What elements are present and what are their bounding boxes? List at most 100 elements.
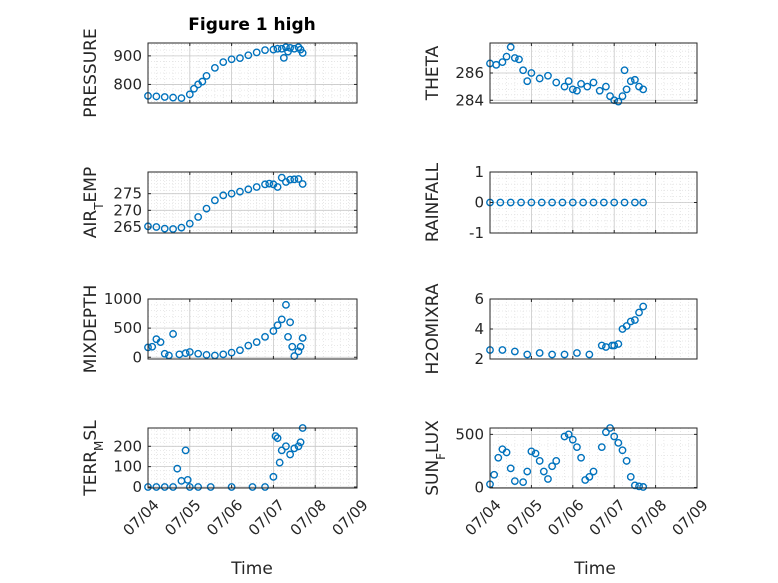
y-tick-label: 500 bbox=[455, 425, 484, 443]
data-point bbox=[622, 322, 631, 330]
data-point bbox=[620, 66, 629, 75]
data-point bbox=[602, 82, 610, 91]
y-axis-label: RAINFALL bbox=[423, 162, 443, 242]
data-point bbox=[286, 175, 295, 184]
data-point bbox=[169, 330, 177, 338]
data-point bbox=[614, 438, 623, 447]
data-point bbox=[548, 350, 556, 359]
data-point bbox=[620, 198, 629, 207]
data-point bbox=[210, 196, 219, 205]
data-point bbox=[506, 43, 515, 51]
data-point bbox=[198, 77, 207, 86]
data-point bbox=[610, 341, 619, 350]
data-point bbox=[515, 55, 523, 64]
data-point bbox=[236, 187, 244, 196]
data-point bbox=[294, 442, 303, 451]
data-point bbox=[510, 477, 519, 485]
data-point bbox=[286, 450, 295, 459]
data-point bbox=[152, 92, 161, 101]
data-point bbox=[490, 470, 499, 479]
data-point bbox=[502, 448, 511, 457]
y-tick-label: 0 bbox=[474, 194, 484, 212]
data-point bbox=[210, 63, 219, 72]
data-point bbox=[606, 92, 614, 101]
data-point bbox=[286, 43, 295, 52]
data-point bbox=[560, 350, 569, 359]
data-point bbox=[269, 45, 278, 54]
y-axis-label: THETA bbox=[423, 45, 443, 101]
data-point bbox=[618, 446, 627, 455]
data-point bbox=[298, 334, 307, 342]
plot-area bbox=[148, 172, 357, 233]
data-point bbox=[517, 198, 525, 207]
data-point bbox=[610, 432, 619, 441]
data-point bbox=[519, 66, 528, 75]
data-point bbox=[185, 483, 194, 491]
data-point bbox=[639, 483, 648, 491]
data-point bbox=[185, 348, 194, 356]
y-tick-label: 1000 bbox=[104, 290, 142, 308]
y-tick-label: 270 bbox=[113, 201, 142, 219]
data-point bbox=[288, 342, 297, 351]
data-point bbox=[273, 321, 282, 330]
data-point bbox=[548, 462, 556, 471]
x-tick-label: 07/08 bbox=[627, 496, 670, 539]
data-point bbox=[622, 457, 631, 465]
data-point bbox=[523, 467, 532, 476]
data-point bbox=[631, 198, 639, 207]
data-point bbox=[277, 446, 286, 455]
data-point bbox=[494, 453, 503, 462]
data-point bbox=[552, 457, 561, 465]
data-point bbox=[544, 71, 552, 80]
data-point bbox=[286, 318, 295, 327]
y-tick-label: 0 bbox=[132, 348, 142, 366]
data-point bbox=[579, 198, 588, 207]
data-point bbox=[244, 341, 253, 350]
data-point bbox=[527, 447, 536, 456]
data-point bbox=[535, 74, 544, 83]
data-point bbox=[183, 475, 192, 484]
x-axis-label-right: Time bbox=[573, 559, 616, 579]
data-point bbox=[573, 443, 581, 452]
data-point bbox=[535, 457, 544, 465]
data-point bbox=[160, 224, 169, 233]
y-tick-label: 200 bbox=[113, 437, 142, 455]
x-tick-label: 07/05 bbox=[161, 496, 204, 539]
data-point bbox=[227, 55, 236, 64]
data-point bbox=[290, 444, 299, 453]
y-tick-label: 284 bbox=[455, 91, 484, 109]
data-point bbox=[626, 317, 635, 326]
data-point bbox=[527, 198, 536, 207]
data-point bbox=[492, 60, 501, 69]
data-point bbox=[296, 342, 305, 351]
data-point bbox=[523, 350, 532, 359]
plot-area bbox=[490, 428, 697, 488]
data-point bbox=[282, 442, 290, 451]
data-point bbox=[244, 185, 253, 194]
data-point bbox=[269, 327, 278, 335]
data-point bbox=[631, 481, 639, 490]
y-tick-label: 286 bbox=[455, 64, 484, 82]
panel-h2omixra: 2 4 6 H2OMIXRA bbox=[423, 283, 698, 375]
data-point bbox=[252, 48, 261, 57]
data-point bbox=[602, 428, 610, 437]
data-point bbox=[506, 198, 515, 207]
y-axis-label: AIRTEMP bbox=[81, 167, 106, 238]
data-point bbox=[252, 338, 261, 347]
data-point bbox=[585, 472, 594, 481]
data-point bbox=[294, 175, 303, 183]
data-point bbox=[219, 350, 228, 359]
data-point bbox=[173, 464, 182, 473]
axes-box bbox=[489, 427, 698, 489]
y-tick-label: 900 bbox=[113, 47, 142, 65]
data-point bbox=[502, 52, 511, 61]
data-point bbox=[294, 347, 303, 356]
data-point bbox=[498, 58, 507, 66]
data-point bbox=[202, 351, 211, 359]
data-point bbox=[169, 483, 177, 491]
data-point bbox=[194, 349, 203, 358]
y-tick-label: 1 bbox=[474, 163, 484, 181]
data-point bbox=[568, 85, 577, 94]
